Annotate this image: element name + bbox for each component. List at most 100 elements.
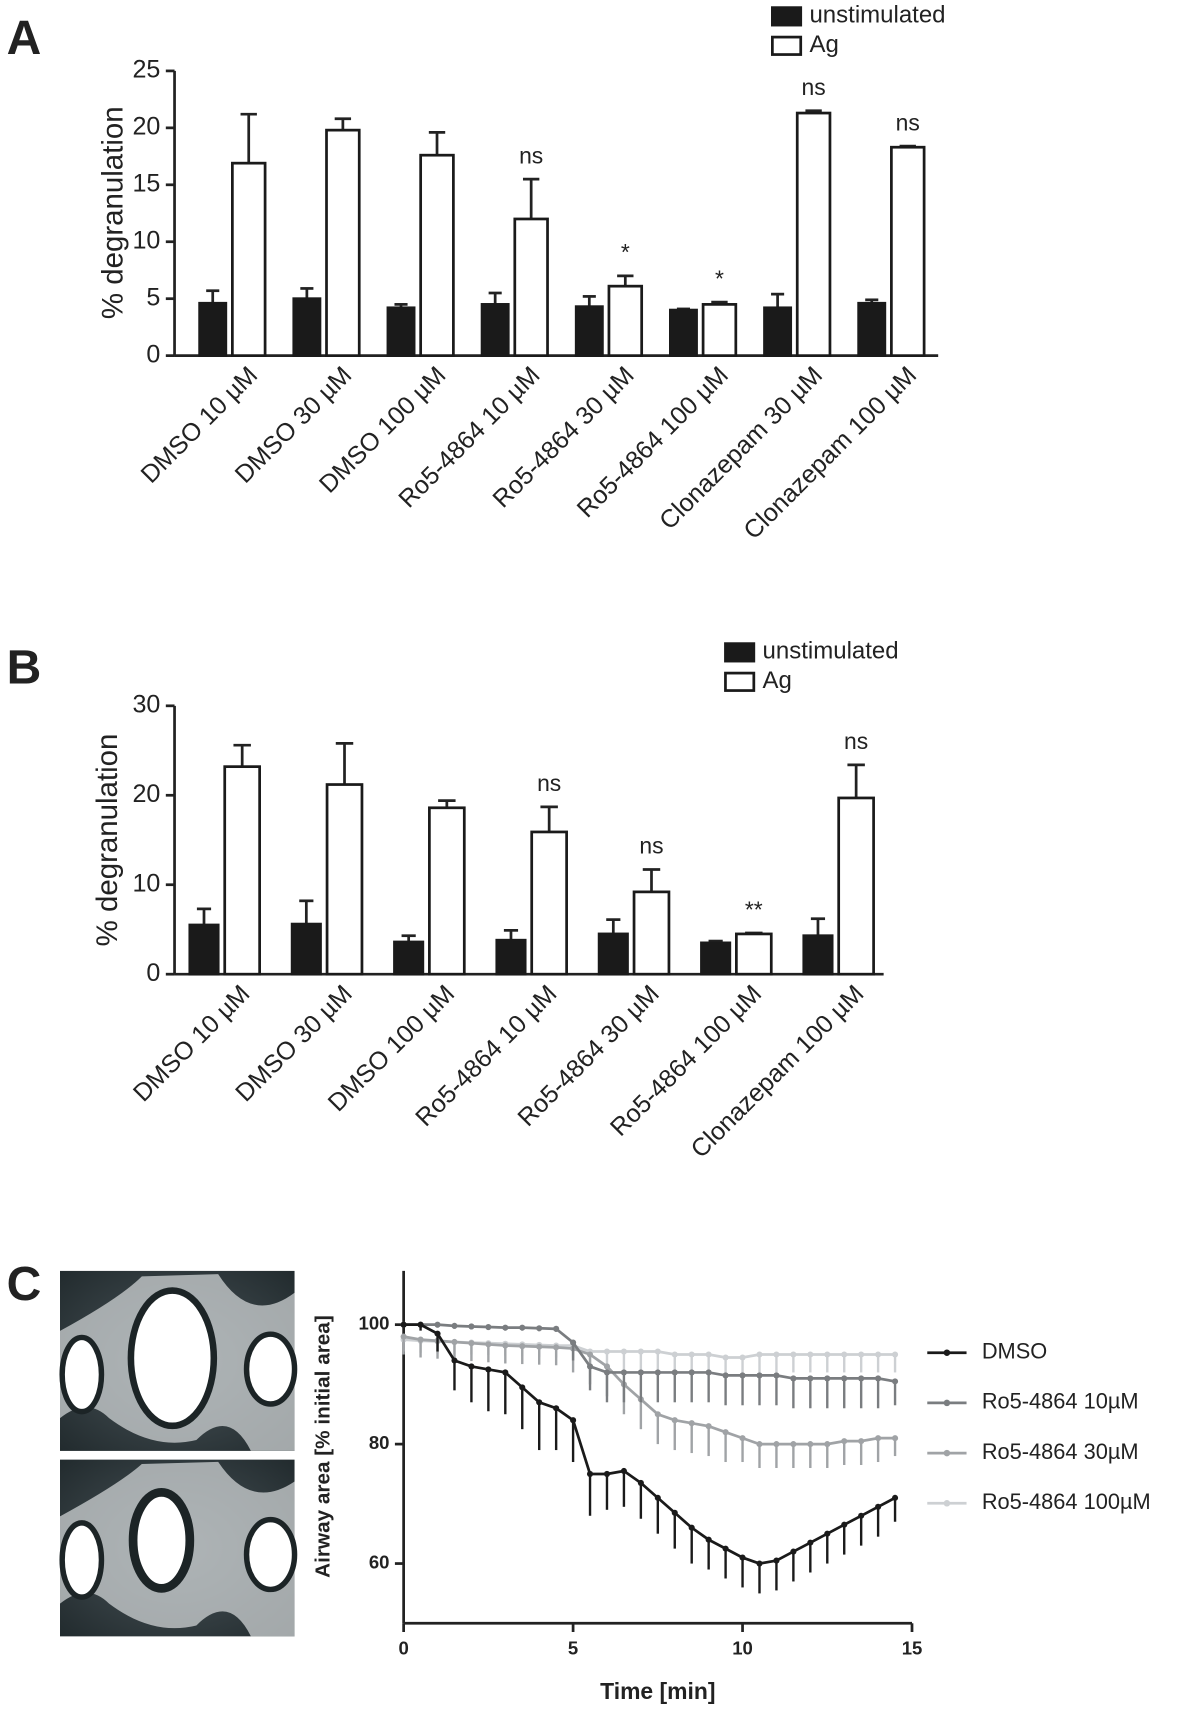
data-point xyxy=(671,1417,678,1424)
legend-dot xyxy=(943,1500,951,1507)
data-point xyxy=(892,1378,899,1385)
data-point xyxy=(671,1351,678,1358)
y-axis-label: % degranulation xyxy=(91,734,124,947)
data-point xyxy=(536,1343,543,1350)
bar xyxy=(290,922,322,976)
bar xyxy=(393,940,425,976)
data-point xyxy=(468,1363,475,1370)
significance-label: ns xyxy=(802,74,826,100)
panel-label: B xyxy=(7,642,42,695)
data-point xyxy=(468,1323,475,1330)
bar xyxy=(292,297,322,357)
legend-label: Ro5-4864 10µM xyxy=(982,1389,1139,1414)
data-point xyxy=(824,1441,831,1448)
legend-label: unstimulated xyxy=(763,638,899,665)
bar xyxy=(668,308,698,357)
data-point xyxy=(773,1557,780,1564)
legend-label: Ag xyxy=(763,667,792,694)
data-point xyxy=(841,1521,848,1528)
bar xyxy=(890,145,926,357)
significance-label: ** xyxy=(745,896,763,922)
bar xyxy=(231,161,267,357)
data-point xyxy=(790,1375,797,1382)
significance-label: ns xyxy=(537,770,561,796)
data-point xyxy=(620,1369,627,1376)
y-tick-label: 80 xyxy=(369,1432,390,1453)
data-point xyxy=(705,1369,712,1376)
data-point xyxy=(773,1372,780,1379)
data-point xyxy=(722,1429,729,1436)
y-tick-label: 0 xyxy=(146,340,160,368)
x-tick-label: Clonazepam 30 µM xyxy=(654,361,828,535)
legend-swatch xyxy=(724,642,756,663)
data-point xyxy=(875,1375,882,1382)
data-point xyxy=(671,1369,678,1376)
data-point xyxy=(858,1375,865,1382)
data-point xyxy=(502,1342,509,1349)
data-point xyxy=(824,1375,831,1382)
data-point xyxy=(417,1336,424,1343)
data-point xyxy=(603,1369,611,1376)
bar xyxy=(701,303,738,357)
data-point xyxy=(637,1369,644,1376)
data-point xyxy=(586,1470,594,1478)
data-point xyxy=(722,1354,729,1361)
legend-label: DMSO xyxy=(982,1338,1047,1363)
data-point xyxy=(688,1369,695,1376)
legend-swatch xyxy=(771,6,803,27)
y-axis-label: % degranulation xyxy=(96,106,129,319)
legend-label: unstimulated xyxy=(809,2,945,29)
y-tick-label: 10 xyxy=(132,226,160,254)
y-tick-label: 10 xyxy=(132,869,160,897)
bar xyxy=(574,305,604,357)
data-point xyxy=(807,1441,814,1448)
bar xyxy=(428,806,466,976)
data-point xyxy=(756,1351,763,1358)
x-tick-label: 10 xyxy=(732,1637,753,1658)
data-point xyxy=(468,1340,475,1347)
data-point xyxy=(858,1512,865,1519)
y-tick-label: 30 xyxy=(132,690,160,718)
data-point xyxy=(586,1351,594,1358)
bar xyxy=(802,934,834,976)
legend-label: Ro5-4864 100µM xyxy=(982,1489,1151,1514)
data-point xyxy=(722,1545,729,1552)
data-point xyxy=(705,1351,712,1358)
data-point xyxy=(519,1384,526,1391)
data-point xyxy=(654,1494,661,1501)
data-point xyxy=(536,1325,543,1332)
data-point xyxy=(807,1375,814,1382)
bar xyxy=(632,890,671,976)
data-point xyxy=(824,1530,831,1537)
data-point xyxy=(451,1357,458,1364)
data-point xyxy=(841,1438,848,1445)
data-point xyxy=(654,1348,661,1355)
data-point xyxy=(756,1560,763,1567)
data-point xyxy=(790,1548,797,1555)
data-point xyxy=(519,1343,526,1350)
data-point xyxy=(875,1503,882,1510)
bar xyxy=(325,128,361,358)
legend-swatch xyxy=(724,671,756,692)
data-point xyxy=(722,1372,729,1379)
data-point xyxy=(705,1536,712,1543)
data-point xyxy=(502,1324,509,1331)
data-point xyxy=(739,1372,746,1379)
significance-label: ns xyxy=(896,109,920,135)
y-tick-label: 60 xyxy=(369,1551,390,1572)
data-point xyxy=(485,1341,492,1348)
bar xyxy=(607,284,644,358)
data-point xyxy=(451,1338,458,1346)
data-point xyxy=(688,1524,695,1531)
y-tick-label: 20 xyxy=(132,780,160,808)
y-tick-label: 5 xyxy=(146,283,160,311)
x-tick-label: Clonazepam 100 µM xyxy=(738,361,922,545)
data-point xyxy=(739,1354,746,1361)
significance-label: ns xyxy=(639,833,663,859)
data-point xyxy=(739,1435,746,1442)
data-point xyxy=(485,1366,492,1373)
data-point xyxy=(790,1441,797,1448)
y-tick-label: 15 xyxy=(132,169,160,197)
data-point xyxy=(485,1323,492,1331)
bar xyxy=(223,765,261,976)
